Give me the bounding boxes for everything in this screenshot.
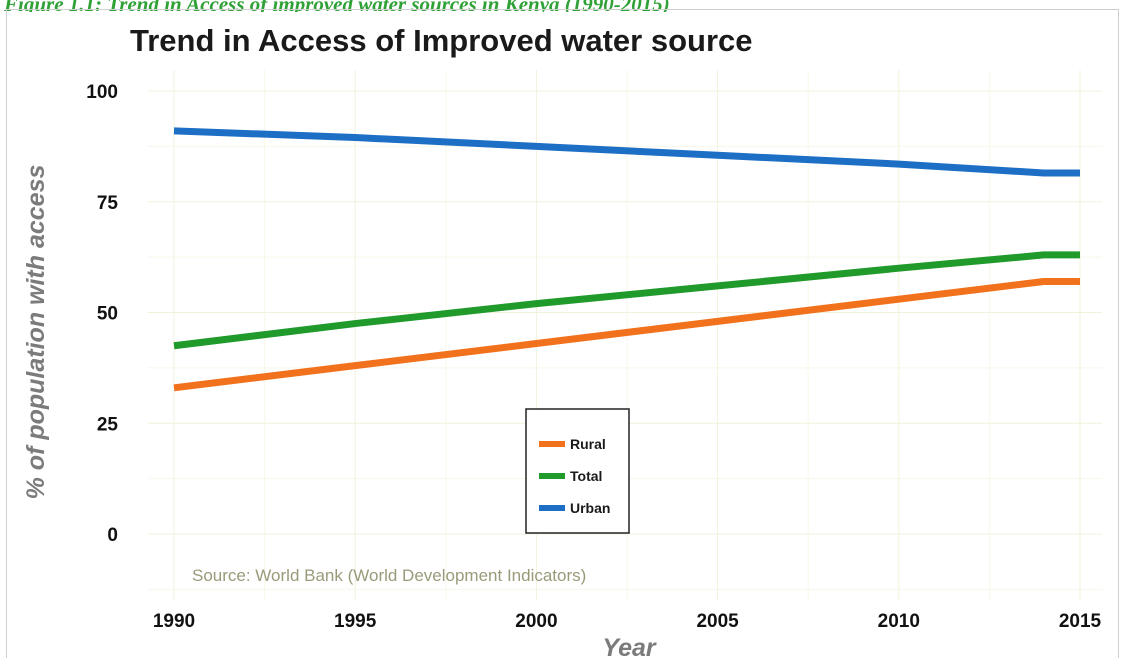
series-lines (173, 127, 1080, 392)
x-axis-ticks: 1990 1995 2000 2005 2010 2015 (153, 611, 1102, 632)
y-tick-label: 0 (107, 525, 118, 546)
series-line-total (173, 251, 1080, 350)
legend-label-total: Total (570, 468, 602, 484)
y-axis-label: % of population with access (22, 165, 50, 500)
x-tick-label: 1990 (153, 611, 195, 632)
legend-box (525, 408, 630, 534)
x-tick-label: 2010 (878, 611, 920, 632)
series-line-urban (173, 127, 1080, 177)
legend: Rural Total Urban (525, 408, 630, 534)
series-line-rural (173, 277, 1080, 392)
legend-label-rural: Rural (570, 436, 606, 452)
x-tick-label: 2015 (1059, 611, 1102, 632)
source-note: Source: World Bank (World Development In… (192, 566, 586, 585)
x-tick-label: 2000 (515, 611, 557, 632)
chart-frame (6, 9, 1119, 658)
chart-title: Trend in Access of Improved water source (130, 23, 753, 58)
y-axis-ticks: 0 25 50 75 100 (86, 82, 118, 546)
y-tick-label: 75 (97, 193, 119, 214)
y-tick-label: 50 (97, 304, 118, 325)
x-tick-label: 2005 (696, 611, 739, 632)
x-tick-label: 1995 (334, 611, 377, 632)
y-tick-label: 100 (86, 82, 118, 103)
x-axis-label: Year (602, 634, 657, 658)
y-tick-label: 25 (97, 414, 119, 435)
legend-label-urban: Urban (570, 500, 610, 516)
